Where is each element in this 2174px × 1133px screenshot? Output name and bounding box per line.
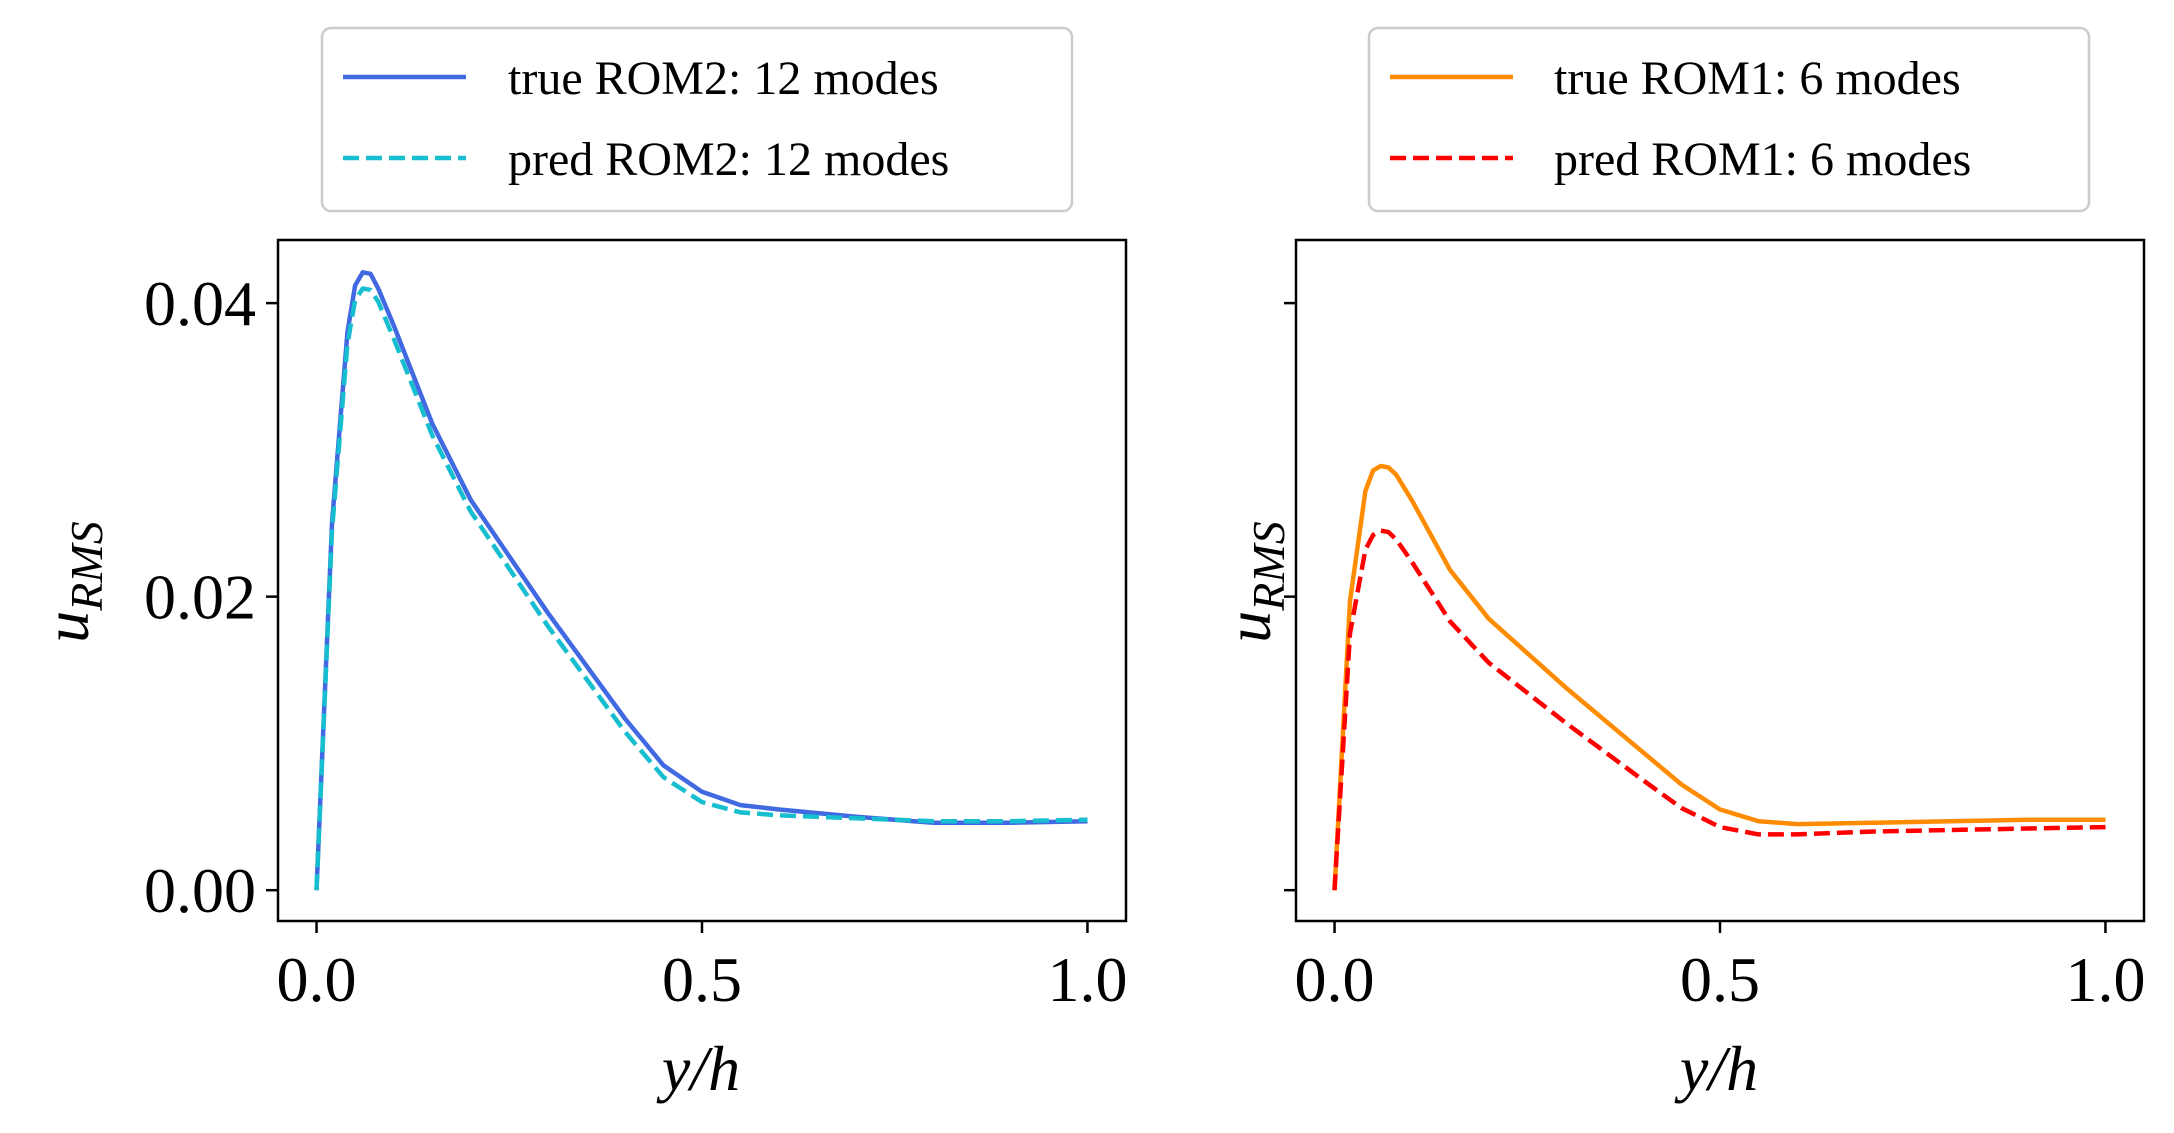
right-y-axis-label: uRMS (1213, 521, 1294, 642)
right-plot-area (1332, 463, 2106, 891)
right-legend: true ROM1: 6 modes pred ROM1: 6 modes (1367, 26, 2091, 213)
left-y-axis-label: uRMS (31, 521, 112, 642)
left-plot-area (314, 270, 1088, 891)
legend-label-true-rom2: true ROM2: 12 modes (508, 52, 939, 105)
x-tick-label: 1.0 (1047, 944, 1127, 1015)
left-chart-panel: true ROM2: 12 modes pred ROM2: 12 modes … (31, 26, 1128, 1104)
x-tick-label: 0.0 (1295, 944, 1375, 1015)
legend-label-pred-rom1: pred ROM1: 6 modes (1554, 133, 1971, 186)
x-tick-label: 1.0 (2065, 944, 2145, 1015)
x-tick-label: 0.5 (662, 944, 742, 1015)
x-tick-label: 0.5 (1680, 944, 1760, 1015)
y-tick-label: 0.00 (144, 855, 256, 926)
right-chart-panel: true ROM1: 6 modes pred ROM1: 6 modes 0.… (1213, 26, 2145, 1104)
right-y-axis-label-sub: RMS (1243, 521, 1294, 611)
y-tick-label: 0.04 (144, 268, 256, 339)
right-axes-ticks: 0.0 0.5 1.0 (1284, 301, 2145, 1015)
left-x-axis-label: y/h (656, 1033, 740, 1104)
line-pred-rom1 (1332, 528, 2106, 891)
left-y-axis-label-sub: RMS (61, 521, 112, 611)
legend-label-pred-rom2: pred ROM2: 12 modes (508, 133, 949, 186)
left-legend: true ROM2: 12 modes pred ROM2: 12 modes (320, 26, 1074, 213)
x-tick-label: 0.0 (277, 944, 357, 1015)
right-legend-box (1367, 26, 2091, 213)
legend-label-true-rom1: true ROM1: 6 modes (1554, 52, 1961, 105)
line-true-rom1 (1332, 463, 2106, 891)
right-y-axis-label-main: u (1213, 611, 1284, 643)
y-tick-label: 0.02 (144, 562, 256, 633)
left-legend-box (320, 26, 1074, 213)
right-x-axis-label: y/h (1674, 1033, 1758, 1104)
line-pred-rom2 (314, 286, 1088, 891)
left-axes-frame (276, 238, 1128, 923)
line-true-rom2 (314, 270, 1088, 891)
left-y-axis-label-main: u (31, 611, 102, 643)
left-axes-ticks: 0.0 0.5 1.0 0.00 0.02 0.04 (144, 268, 1127, 1015)
